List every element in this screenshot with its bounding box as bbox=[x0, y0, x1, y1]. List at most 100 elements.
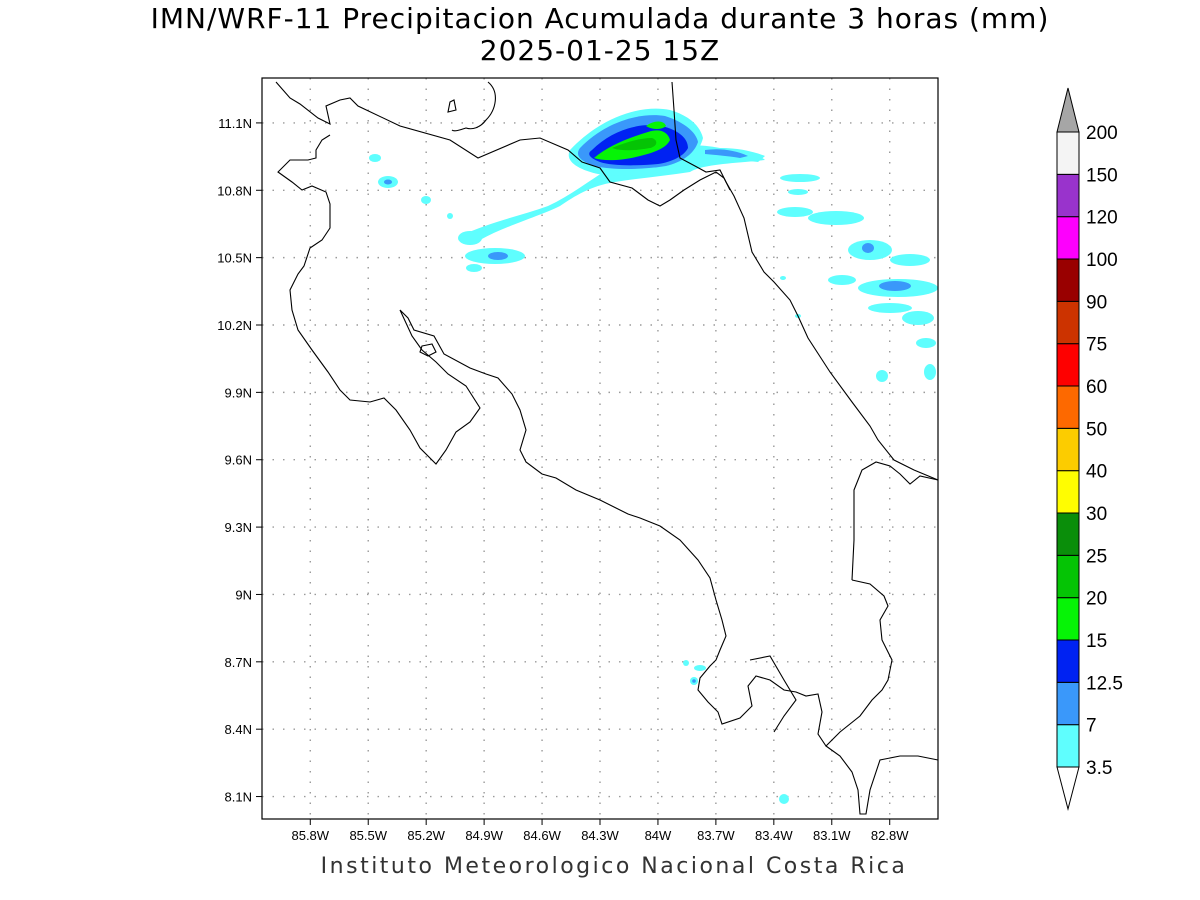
colorbar-swatch bbox=[1056, 724, 1080, 768]
x-tick-label: 85.8W bbox=[291, 828, 329, 843]
precip-cell bbox=[777, 207, 813, 217]
pacific-coast bbox=[277, 134, 893, 747]
colorbar-label: 120 bbox=[1086, 208, 1118, 229]
precip-cell bbox=[421, 196, 431, 204]
precip-cell bbox=[694, 665, 706, 671]
precip-cell bbox=[488, 252, 508, 260]
precipitation-field bbox=[369, 108, 938, 804]
x-tick-label: 85.5W bbox=[349, 828, 387, 843]
precip-cell bbox=[780, 174, 820, 182]
colorbar-swatch bbox=[1056, 131, 1080, 175]
x-tick-label: 83.7W bbox=[697, 828, 735, 843]
precip-cell bbox=[862, 243, 874, 253]
y-tick-label: 8.7N bbox=[225, 655, 252, 670]
precip-cell bbox=[879, 281, 911, 291]
x-tick-label: 83.1W bbox=[813, 828, 851, 843]
colorbar-label: 25 bbox=[1086, 546, 1107, 567]
colorbar-swatch bbox=[1056, 173, 1080, 218]
colorbar-label: 20 bbox=[1086, 589, 1107, 610]
colorbar-label: 60 bbox=[1086, 377, 1107, 398]
colorbar-label: 7 bbox=[1086, 716, 1097, 737]
precip-cell bbox=[692, 679, 696, 683]
colorbar-label: 200 bbox=[1086, 123, 1118, 144]
colorbar-label: 50 bbox=[1086, 419, 1107, 440]
precip-cell bbox=[683, 660, 689, 666]
precip-cell bbox=[868, 303, 912, 313]
y-tick-label: 9.3N bbox=[225, 520, 252, 535]
colorbar-label: 3.5 bbox=[1086, 758, 1112, 779]
colorbar-swatch bbox=[1056, 343, 1080, 387]
precip-cell bbox=[828, 275, 856, 285]
x-tick-label: 84.3W bbox=[581, 828, 619, 843]
map-title: IMN/WRF-11 Precipitacion Acumulada duran… bbox=[150, 2, 1050, 35]
x-axis: 85.8W 85.5W 85.2W 84.9W 84.6W 84.3W 84W 83.7W 83… bbox=[291, 819, 909, 843]
lake-nicaragua-shore bbox=[451, 81, 496, 132]
colorbar-label: 15 bbox=[1086, 631, 1107, 652]
precip-cell bbox=[902, 311, 934, 325]
precip-band-north bbox=[459, 145, 765, 243]
x-tick-label: 85.2W bbox=[407, 828, 445, 843]
precip-7mm-east bbox=[705, 149, 748, 158]
precip-cell bbox=[876, 370, 888, 382]
island-north bbox=[447, 99, 457, 113]
y-axis: 11.1N 10.8N 10.5N 10.2N 9.9N 9.6N 9.3N 9N 8.7N 8.… bbox=[217, 116, 262, 805]
y-tick-label: 11.1N bbox=[218, 116, 252, 131]
colorbar-arrow-high bbox=[1056, 87, 1080, 133]
colorbar-label: 75 bbox=[1086, 335, 1107, 356]
x-tick-label: 82.8W bbox=[871, 828, 909, 843]
colorbar-swatch bbox=[1056, 554, 1080, 599]
footer-credit: Instituto Meteorologico Nacional Costa R… bbox=[320, 854, 908, 879]
colorbar-swatch bbox=[1056, 427, 1080, 472]
colorbar-legend: 3.5 7 12.5 15 20 25 30 40 50 60 75 90 100 120 150 200 bbox=[1056, 87, 1123, 811]
precip-cell bbox=[447, 213, 453, 219]
colorbar-arrow-low bbox=[1056, 766, 1080, 811]
colorbar-swatch bbox=[1056, 300, 1080, 345]
y-tick-label: 10.8N bbox=[217, 183, 252, 198]
precip-cell bbox=[780, 276, 786, 280]
caribbean-coast bbox=[671, 81, 939, 481]
precip-cell bbox=[924, 364, 936, 380]
colorbar-swatch bbox=[1056, 512, 1080, 556]
colorbar-swatch bbox=[1056, 470, 1080, 514]
island-chira bbox=[419, 343, 437, 357]
x-tick-label: 83.4W bbox=[755, 828, 793, 843]
gridlines bbox=[262, 78, 938, 819]
map-frame bbox=[261, 77, 939, 820]
x-tick-label: 84.6W bbox=[523, 828, 561, 843]
colorbar-label: 30 bbox=[1086, 504, 1107, 525]
nicaragua-border bbox=[275, 81, 731, 207]
precip-cell bbox=[916, 338, 936, 348]
colorbar-swatch bbox=[1056, 681, 1080, 726]
y-tick-label: 8.1N bbox=[225, 790, 252, 805]
osa-peninsula bbox=[749, 655, 797, 733]
burica-peninsula bbox=[825, 745, 939, 815]
precip-15mm-patch bbox=[646, 121, 666, 129]
precip-20mm bbox=[612, 138, 657, 151]
colorbar-swatch bbox=[1056, 216, 1080, 260]
y-tick-label: 10.5N bbox=[217, 251, 252, 266]
precip-cell bbox=[890, 254, 930, 266]
precip-cell bbox=[384, 179, 392, 185]
colorbar-label: 12.5 bbox=[1086, 673, 1123, 694]
precip-cell bbox=[369, 154, 381, 162]
map-subtitle-date: 2025-01-25 15Z bbox=[479, 34, 721, 67]
y-tick-label: 10.2N bbox=[217, 318, 252, 333]
colorbar-swatch bbox=[1056, 639, 1080, 683]
panama-border bbox=[851, 461, 939, 581]
colorbar-swatch bbox=[1056, 597, 1080, 641]
precip-cell bbox=[788, 189, 808, 195]
y-tick-label: 9.6N bbox=[225, 453, 252, 468]
colorbar-label: 150 bbox=[1086, 165, 1118, 186]
colorbar-swatch bbox=[1056, 258, 1080, 302]
precip-cell bbox=[779, 794, 789, 804]
y-tick-label: 8.4N bbox=[225, 722, 252, 737]
colorbar-label: 40 bbox=[1086, 462, 1107, 483]
colorbar-label: 100 bbox=[1086, 250, 1118, 271]
colorbar-swatch bbox=[1056, 385, 1080, 429]
precip-cell bbox=[808, 211, 864, 225]
x-tick-label: 84W bbox=[645, 828, 672, 843]
y-tick-label: 9N bbox=[235, 587, 252, 602]
y-tick-label: 9.9N bbox=[225, 385, 252, 400]
x-tick-label: 84.9W bbox=[465, 828, 503, 843]
